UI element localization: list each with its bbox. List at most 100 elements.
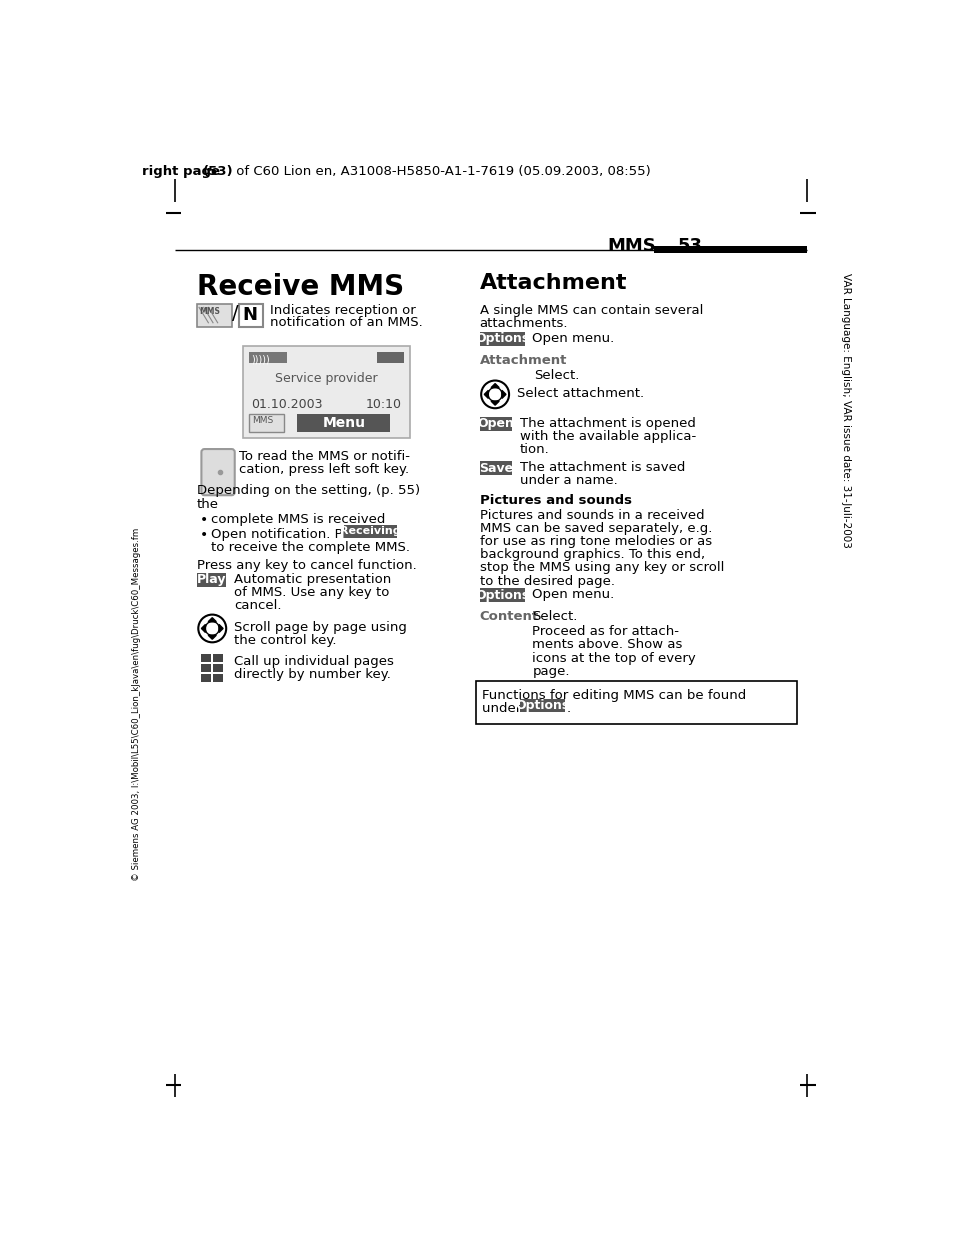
Bar <box>476 680 797 724</box>
Text: Attachment: Attachment <box>479 273 626 293</box>
Text: with the available applica-: with the available applica- <box>519 430 696 442</box>
Text: of C60 Lion en, A31008-H5850-A1-1-7619 (05.09.2003, 08:55): of C60 Lion en, A31008-H5850-A1-1-7619 (… <box>232 164 650 178</box>
Text: of MMS. Use any key to: of MMS. Use any key to <box>233 586 389 599</box>
Bar <box>479 331 524 346</box>
Polygon shape <box>208 635 216 639</box>
Bar <box>213 654 223 662</box>
Text: © Siemens AG 2003, I:\Mobil\L55\C60_Lion_kJava\en\fug\Druck\C60_Messages.fm: © Siemens AG 2003, I:\Mobil\L55\C60_Lion… <box>132 527 141 881</box>
Text: cation, press left soft key.: cation, press left soft key. <box>239 464 409 476</box>
Text: Automatic presentation: Automatic presentation <box>233 573 391 586</box>
Bar <box>200 674 211 682</box>
Text: Indicates reception or: Indicates reception or <box>270 304 416 316</box>
Text: Menu: Menu <box>322 416 365 430</box>
Text: The attachment is opened: The attachment is opened <box>519 416 695 430</box>
Text: Play: Play <box>196 573 226 587</box>
Text: complete MMS is received: complete MMS is received <box>211 513 385 526</box>
Text: Attachment: Attachment <box>479 354 566 368</box>
Bar <box>297 414 390 432</box>
Text: MMS: MMS <box>199 307 220 315</box>
Bar <box>479 588 524 602</box>
Text: •: • <box>199 513 208 527</box>
Bar <box>200 654 211 662</box>
Text: .: . <box>566 701 570 715</box>
Text: directly by number key.: directly by number key. <box>233 668 391 680</box>
Text: background graphics. To this end,: background graphics. To this end, <box>479 548 704 562</box>
Text: Open: Open <box>476 417 514 430</box>
Text: Scroll page by page using: Scroll page by page using <box>233 621 406 634</box>
Text: Pictures and sounds: Pictures and sounds <box>479 495 631 507</box>
Text: (53): (53) <box>203 164 233 178</box>
Bar <box>344 525 396 537</box>
Text: Functions for editing MMS can be found: Functions for editing MMS can be found <box>481 689 745 701</box>
Polygon shape <box>201 624 205 633</box>
Text: The attachment is saved: The attachment is saved <box>519 461 684 475</box>
Text: cancel.: cancel. <box>233 599 281 612</box>
Bar <box>249 353 286 363</box>
Text: attachments.: attachments. <box>479 316 568 330</box>
Text: Content: Content <box>479 611 538 623</box>
Text: To read the MMS or notifi-: To read the MMS or notifi- <box>239 450 410 462</box>
Text: VAR Language: English; VAR issue date: 31-Juli-2003: VAR Language: English; VAR issue date: 3… <box>841 273 850 547</box>
Text: Press any key to cancel function.: Press any key to cancel function. <box>196 559 416 572</box>
Text: notification of an MMS.: notification of an MMS. <box>270 315 423 329</box>
Bar <box>377 353 403 363</box>
Text: Open notification. Press: Open notification. Press <box>211 528 369 541</box>
Text: /: / <box>233 304 239 323</box>
Text: to the desired page.: to the desired page. <box>479 574 614 588</box>
Circle shape <box>480 380 509 409</box>
Text: for use as ring tone melodies or as: for use as ring tone melodies or as <box>479 536 711 548</box>
FancyBboxPatch shape <box>201 449 234 495</box>
Text: N: N <box>242 305 257 324</box>
Bar <box>243 346 410 439</box>
Bar <box>479 416 512 431</box>
Polygon shape <box>208 618 216 622</box>
Bar <box>479 461 512 475</box>
Text: Select.: Select. <box>532 611 578 623</box>
Text: Pictures and sounds in a received: Pictures and sounds in a received <box>479 510 703 522</box>
Text: page.: page. <box>532 664 569 678</box>
Text: Depending on the setting, (p. 55): Depending on the setting, (p. 55) <box>196 485 419 497</box>
Polygon shape <box>501 390 505 399</box>
Bar <box>200 664 211 672</box>
Text: Options: Options <box>475 333 529 345</box>
Text: under a name.: under a name. <box>519 475 617 487</box>
Polygon shape <box>484 390 488 399</box>
Bar <box>213 664 223 672</box>
Bar <box>196 304 232 326</box>
Text: 10:10: 10:10 <box>366 399 402 411</box>
Bar <box>519 699 564 713</box>
Text: right page: right page <box>142 164 225 178</box>
Text: MMS: MMS <box>252 416 273 425</box>
Polygon shape <box>491 384 498 388</box>
Text: Select attachment.: Select attachment. <box>517 386 643 400</box>
Text: the control key.: the control key. <box>233 634 336 647</box>
Polygon shape <box>491 401 498 405</box>
Bar <box>238 304 263 326</box>
Bar <box>654 245 806 253</box>
Text: icons at the top of every: icons at the top of every <box>532 652 696 664</box>
Text: Receive MMS: Receive MMS <box>196 273 403 300</box>
Polygon shape <box>219 624 223 633</box>
Text: Call up individual pages: Call up individual pages <box>233 654 394 668</box>
Text: MMS: MMS <box>607 237 656 254</box>
Text: Save: Save <box>478 462 513 475</box>
Text: Open menu.: Open menu. <box>532 331 614 345</box>
Text: the: the <box>196 497 218 511</box>
Bar <box>196 573 226 587</box>
Text: MMS can be saved separately, e.g.: MMS can be saved separately, e.g. <box>479 522 711 536</box>
Text: 01.10.2003: 01.10.2003 <box>251 399 322 411</box>
Text: Receiving: Receiving <box>339 526 400 536</box>
Circle shape <box>205 622 219 635</box>
Text: stop the MMS using any key or scroll: stop the MMS using any key or scroll <box>479 562 723 574</box>
Text: Proceed as for attach-: Proceed as for attach- <box>532 625 679 638</box>
Text: tion.: tion. <box>519 442 549 456</box>
Circle shape <box>198 614 226 643</box>
Text: Options: Options <box>475 589 529 602</box>
Text: under: under <box>481 701 525 715</box>
Text: 53: 53 <box>677 237 701 254</box>
Text: ))))): ))))) <box>251 354 270 364</box>
Text: Open menu.: Open menu. <box>532 588 614 602</box>
Circle shape <box>488 388 501 401</box>
Text: A single MMS can contain several: A single MMS can contain several <box>479 304 702 316</box>
Text: •: • <box>199 528 208 542</box>
